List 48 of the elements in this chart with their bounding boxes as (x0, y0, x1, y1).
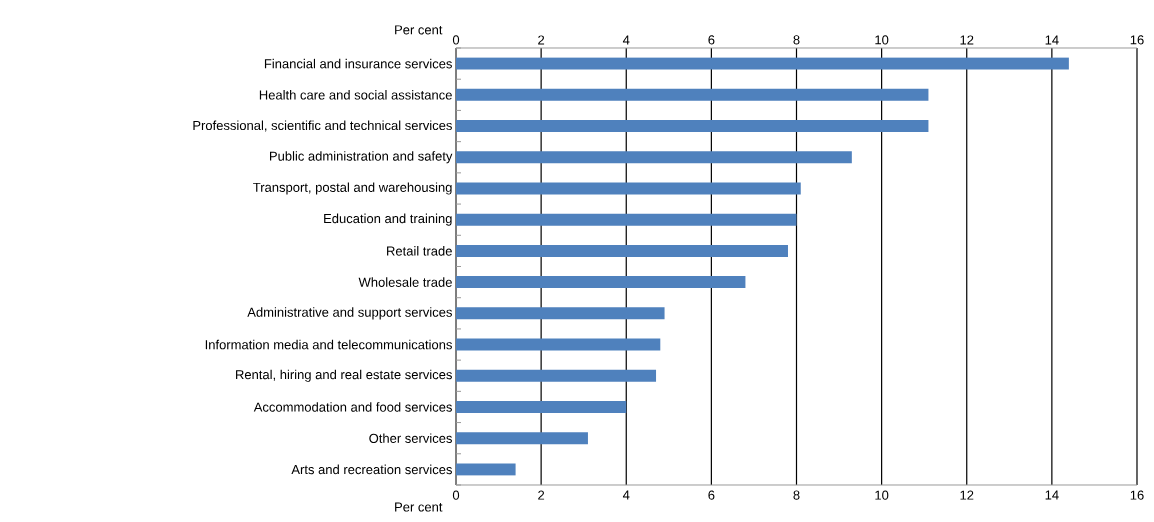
bar (456, 369, 657, 382)
y-tick-label: Professional, scientific and technical services (193, 120, 452, 132)
x2-tick-label: 0 (452, 490, 460, 500)
bar (456, 432, 588, 445)
bar (456, 120, 929, 133)
y-tick-label: Arts and recreation services (291, 464, 452, 475)
x-axis-title: Per cent (395, 502, 443, 512)
x-tick-label: 10 (875, 35, 889, 45)
x-tick-label: 12 (960, 35, 974, 45)
x2-tick-label: 14 (1045, 490, 1059, 500)
y-tick-label: Transport, postal and warehousing (253, 182, 452, 195)
y-tick-label: Health care and social assistance (259, 90, 452, 100)
bar (456, 57, 1069, 70)
bar (456, 307, 665, 320)
bar (456, 276, 746, 289)
y-tick-label: Public administration and safety (270, 151, 453, 164)
x-tick-label: 4 (622, 35, 630, 45)
y-tick-label: Financial and insurance services (264, 58, 452, 69)
x2-tick-label: 8 (793, 490, 800, 500)
x-tick-label: 2 (538, 35, 545, 45)
x2-tick-label: 2 (538, 490, 545, 500)
y-tick-label: Education and training (324, 213, 452, 226)
x-tick-label: 6 (708, 35, 715, 45)
x-tick-label: 16 (1130, 35, 1144, 45)
y-tick-label: Retail trade (387, 246, 452, 256)
x-tick-label: 8 (793, 35, 800, 45)
bar (456, 213, 797, 226)
x2-axis-title: Per cent (395, 25, 443, 35)
bar (456, 88, 929, 101)
x2-tick-label: 6 (708, 490, 715, 500)
x2-tick-label: 10 (875, 490, 889, 500)
bar (456, 182, 801, 195)
x2-tick-label: 16 (1130, 490, 1144, 500)
bar (456, 151, 852, 164)
y-tick-label: Information media and telecommunications (205, 339, 452, 350)
x2-tick-label: 4 (622, 490, 630, 500)
bar (456, 463, 516, 476)
x-tick-label: 0 (452, 35, 460, 45)
y-tick-label: Accommodation and food services (253, 402, 452, 412)
y-tick-label: Rental, hiring and real estate services (236, 369, 452, 382)
y-tick-label: Wholesale trade (358, 277, 452, 287)
y-tick-label: Other services (369, 433, 452, 443)
bar (456, 244, 788, 257)
y-tick-label: Administrative and support services (247, 307, 452, 320)
x2-tick-label: 12 (960, 490, 974, 500)
x-tick-label: 14 (1045, 35, 1059, 45)
bar (456, 400, 627, 413)
bar (456, 338, 661, 351)
